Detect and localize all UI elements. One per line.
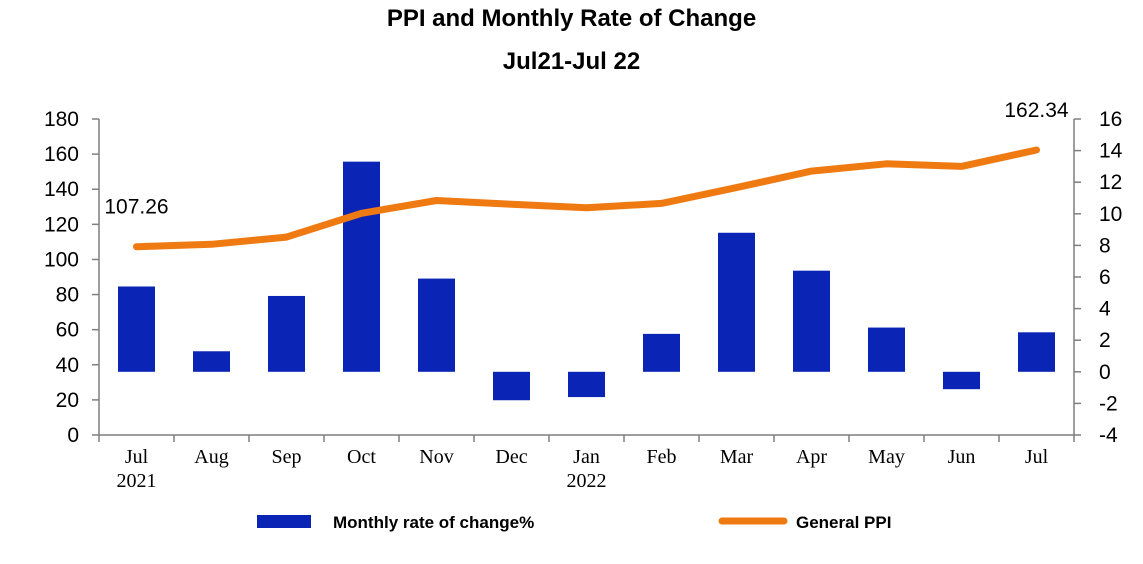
x-category-label: Jan xyxy=(573,446,600,468)
bar xyxy=(493,371,530,401)
right-tick-label: 16 xyxy=(1099,108,1122,131)
ppi-line xyxy=(133,146,1040,251)
bar xyxy=(343,161,380,372)
x-category-label: May xyxy=(868,446,905,468)
bar xyxy=(643,333,680,372)
right-tick-label: 0 xyxy=(1099,361,1111,384)
right-tick-label: 4 xyxy=(1099,298,1111,321)
bar-series xyxy=(118,161,1055,401)
x-category-label: Jul xyxy=(125,446,149,468)
x-category-label: Sep xyxy=(272,446,302,468)
left-tick-label: 40 xyxy=(56,354,79,377)
legend-label-line: General PPI xyxy=(796,513,891,532)
right-tick-label: -2 xyxy=(1099,392,1118,415)
left-tick-label: 160 xyxy=(44,143,79,166)
legend-swatch-bar xyxy=(257,515,311,528)
x-category-label: Feb xyxy=(647,446,677,468)
left-tick-label: 140 xyxy=(44,178,79,201)
bar xyxy=(418,278,455,372)
x-category-label: Mar xyxy=(720,446,754,468)
left-tick-label: 60 xyxy=(56,319,79,342)
chart-subtitle: Jul21-Jul 22 xyxy=(502,48,641,75)
right-tick-label: 6 xyxy=(1099,266,1111,289)
right-tick-label: 10 xyxy=(1099,203,1122,226)
line-series xyxy=(133,146,1040,251)
bar xyxy=(943,371,980,390)
bar xyxy=(193,351,230,372)
bar xyxy=(793,270,830,372)
left-tick-label: 20 xyxy=(56,389,79,412)
x-category-label: Apr xyxy=(796,446,827,468)
right-tick-label: 2 xyxy=(1099,329,1111,352)
x-year-label: 2022 xyxy=(567,470,607,492)
legend-label-bar: Monthly rate of change% xyxy=(333,513,534,532)
bar xyxy=(268,295,305,372)
bar xyxy=(568,371,605,398)
bar xyxy=(118,286,155,372)
x-year-label: 2021 xyxy=(117,470,157,492)
bar xyxy=(1018,332,1055,372)
data-labels: 107.26 162.34 xyxy=(104,99,1069,219)
chart-title: PPI and Monthly Rate of Change xyxy=(386,5,757,32)
right-tick-label: 12 xyxy=(1099,171,1122,194)
x-category-label: Jul xyxy=(1025,446,1049,468)
right-tick-label: 14 xyxy=(1099,140,1123,163)
chart-axes: 0 20 40 60 80 100 120 140 160 180 -4 -2 0 2 4 6 8 10 12 14 1… xyxy=(44,108,1123,492)
chart-title-block: PPI and Monthly Rate of Change Jul21-Jul… xyxy=(0,0,1143,78)
left-tick-label: 0 xyxy=(67,424,79,447)
left-tick-label: 100 xyxy=(44,248,79,271)
x-category-label: Nov xyxy=(419,446,453,468)
x-category-label: Dec xyxy=(495,446,527,468)
legend: Monthly rate of change% General PPI xyxy=(257,513,891,532)
bar xyxy=(868,327,905,372)
right-tick-label: -4 xyxy=(1099,424,1118,447)
data-label: 107.26 xyxy=(104,196,168,219)
left-tick-label: 180 xyxy=(44,108,79,131)
x-category-label: Jun xyxy=(948,446,976,468)
data-label: 162.34 xyxy=(1004,99,1069,122)
right-tick-label: 8 xyxy=(1099,234,1111,257)
bar xyxy=(718,232,755,372)
left-tick-label: 80 xyxy=(56,284,79,307)
left-tick-label: 120 xyxy=(44,213,79,236)
x-category-label: Aug xyxy=(194,446,228,468)
x-category-label: Oct xyxy=(347,446,376,468)
